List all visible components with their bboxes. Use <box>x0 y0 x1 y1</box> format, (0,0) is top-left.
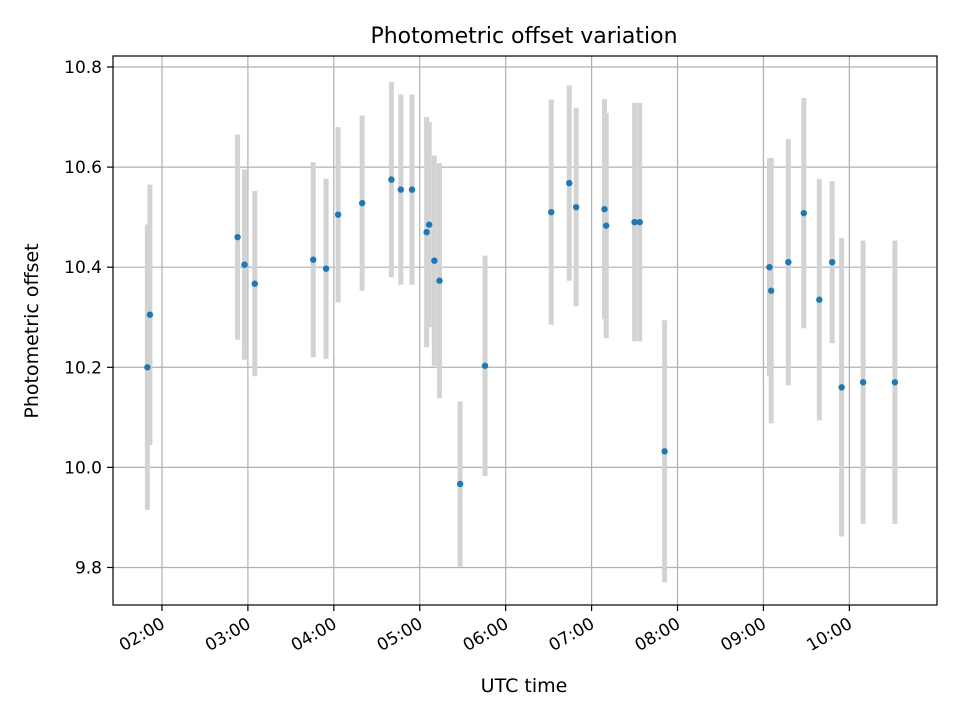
data-point <box>601 205 608 213</box>
data-point <box>602 222 610 229</box>
data-point <box>334 211 342 218</box>
data-point <box>859 379 867 386</box>
data-point <box>423 228 430 236</box>
data-point <box>800 209 808 217</box>
x-axis-label: UTC time <box>481 675 568 697</box>
data-point <box>766 263 773 271</box>
y-tick-label: 10.0 <box>64 458 102 478</box>
data-points <box>144 176 899 488</box>
data-point <box>661 448 668 455</box>
data-point <box>397 186 405 193</box>
data-point <box>146 311 154 318</box>
data-point <box>816 296 823 303</box>
data-point <box>636 218 643 226</box>
data-point <box>388 176 395 183</box>
data-point <box>572 203 580 211</box>
y-tick-label: 10.8 <box>64 58 102 78</box>
data-point <box>838 384 845 391</box>
data-point <box>548 208 555 216</box>
data-point <box>891 379 899 386</box>
y-tick-label: 10.6 <box>64 158 102 178</box>
y-tick-label: 10.2 <box>64 358 102 378</box>
data-point <box>322 265 330 272</box>
data-point <box>408 186 416 193</box>
data-point <box>785 258 792 266</box>
data-point <box>431 257 438 264</box>
data-point <box>358 199 366 207</box>
y-tick-label: 10.4 <box>64 258 102 278</box>
y-axis-label: Photometric offset <box>21 243 43 418</box>
data-point <box>251 280 258 287</box>
y-tick-label: 9.8 <box>75 558 102 578</box>
data-point <box>425 221 433 228</box>
data-point <box>144 364 151 371</box>
data-point <box>566 179 573 187</box>
chart-title: Photometric offset variation <box>370 24 677 49</box>
data-point <box>481 362 489 369</box>
data-point <box>631 218 638 226</box>
data-point <box>310 256 317 263</box>
data-point <box>767 287 775 294</box>
data-point <box>456 480 464 488</box>
data-point <box>436 277 443 284</box>
data-point <box>241 261 248 268</box>
y-axis-ticks: 9.8 10.0 10.2 10.4 10.6 10.8 <box>64 58 113 578</box>
grid-lines <box>113 56 937 605</box>
data-point <box>234 233 241 241</box>
data-point <box>828 258 836 266</box>
plot-frame <box>112 55 938 606</box>
